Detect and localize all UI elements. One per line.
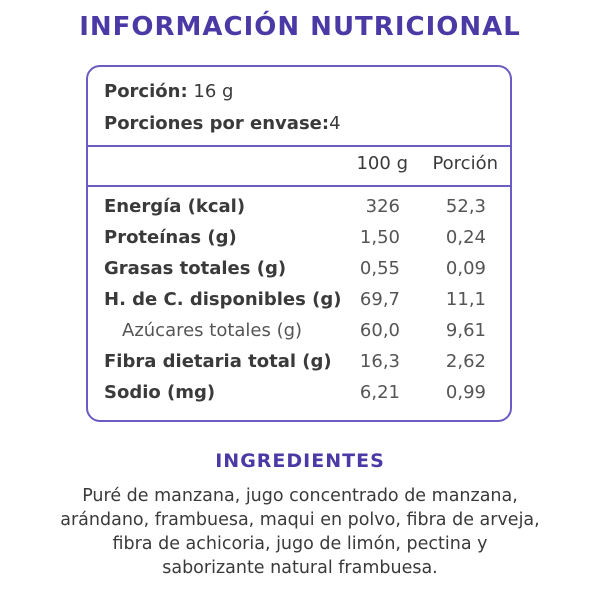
column-header-100g: 100 g bbox=[356, 153, 408, 174]
nutrition-title: INFORMACIÓN NUTRICIONAL bbox=[79, 12, 521, 42]
row-value-portion: 52,3 bbox=[445, 196, 486, 217]
divider-top bbox=[88, 145, 510, 147]
per-package-label: Porciones por envase: bbox=[104, 113, 330, 134]
row-value-100g: 60,0 bbox=[359, 320, 400, 341]
ingredients-line: arándano, frambuesa, maqui en polvo, fib… bbox=[60, 510, 540, 530]
ingredients-line: fibra de achicoria, jugo de limón, pecti… bbox=[112, 534, 488, 554]
row-value-portion: 9,61 bbox=[445, 320, 486, 341]
row-value-100g: 0,55 bbox=[359, 258, 400, 279]
table-row: Energía (kcal) 326 52,3 bbox=[88, 196, 510, 226]
row-value-portion: 0,24 bbox=[445, 227, 486, 248]
portion-value: 16 g bbox=[193, 81, 234, 102]
row-value-portion: 2,62 bbox=[445, 351, 486, 372]
row-label: Energía (kcal) bbox=[104, 196, 246, 217]
row-label: Fibra dietaria total (g) bbox=[104, 351, 332, 372]
row-value-100g: 1,50 bbox=[359, 227, 400, 248]
row-label: Sodio (mg) bbox=[104, 382, 216, 403]
row-label: Azúcares totales (g) bbox=[122, 320, 303, 341]
column-header-portion: Porción bbox=[432, 153, 498, 174]
row-label: Proteínas (g) bbox=[104, 227, 237, 248]
portion-label: Porción: bbox=[104, 81, 188, 102]
row-value-100g: 69,7 bbox=[359, 289, 400, 310]
table-row: Fibra dietaria total (g) 16,3 2,62 bbox=[88, 351, 510, 381]
row-value-portion: 11,1 bbox=[445, 289, 486, 310]
nutrition-table: Porción: 16 g Porciones por envase:4 100… bbox=[86, 65, 512, 422]
row-value-100g: 6,21 bbox=[359, 382, 400, 403]
per-package-line: Porciones por envase:4 bbox=[104, 113, 341, 134]
row-value-100g: 16,3 bbox=[359, 351, 400, 372]
row-value-portion: 0,99 bbox=[445, 382, 486, 403]
row-value-100g: 326 bbox=[365, 196, 400, 217]
table-row: Grasas totales (g) 0,55 0,09 bbox=[88, 258, 510, 288]
portion-line: Porción: 16 g bbox=[104, 81, 233, 102]
row-label: H. de C. disponibles (g) bbox=[104, 289, 342, 310]
table-row: Proteínas (g) 1,50 0,24 bbox=[88, 227, 510, 257]
row-label: Grasas totales (g) bbox=[104, 258, 287, 279]
row-value-portion: 0,09 bbox=[445, 258, 486, 279]
ingredients-line: Puré de manzana, jugo concentrado de man… bbox=[82, 486, 518, 506]
per-package-value: 4 bbox=[329, 113, 341, 134]
table-row: H. de C. disponibles (g) 69,7 11,1 bbox=[88, 289, 510, 319]
table-row: Azúcares totales (g) 60,0 9,61 bbox=[88, 320, 510, 350]
ingredients-title: INGREDIENTES bbox=[215, 450, 385, 472]
ingredients-text: Puré de manzana, jugo concentrado de man… bbox=[20, 484, 580, 580]
ingredients-line: saborizante natural frambuesa. bbox=[162, 558, 438, 578]
divider-header bbox=[88, 185, 510, 187]
table-row: Sodio (mg) 6,21 0,99 bbox=[88, 382, 510, 412]
